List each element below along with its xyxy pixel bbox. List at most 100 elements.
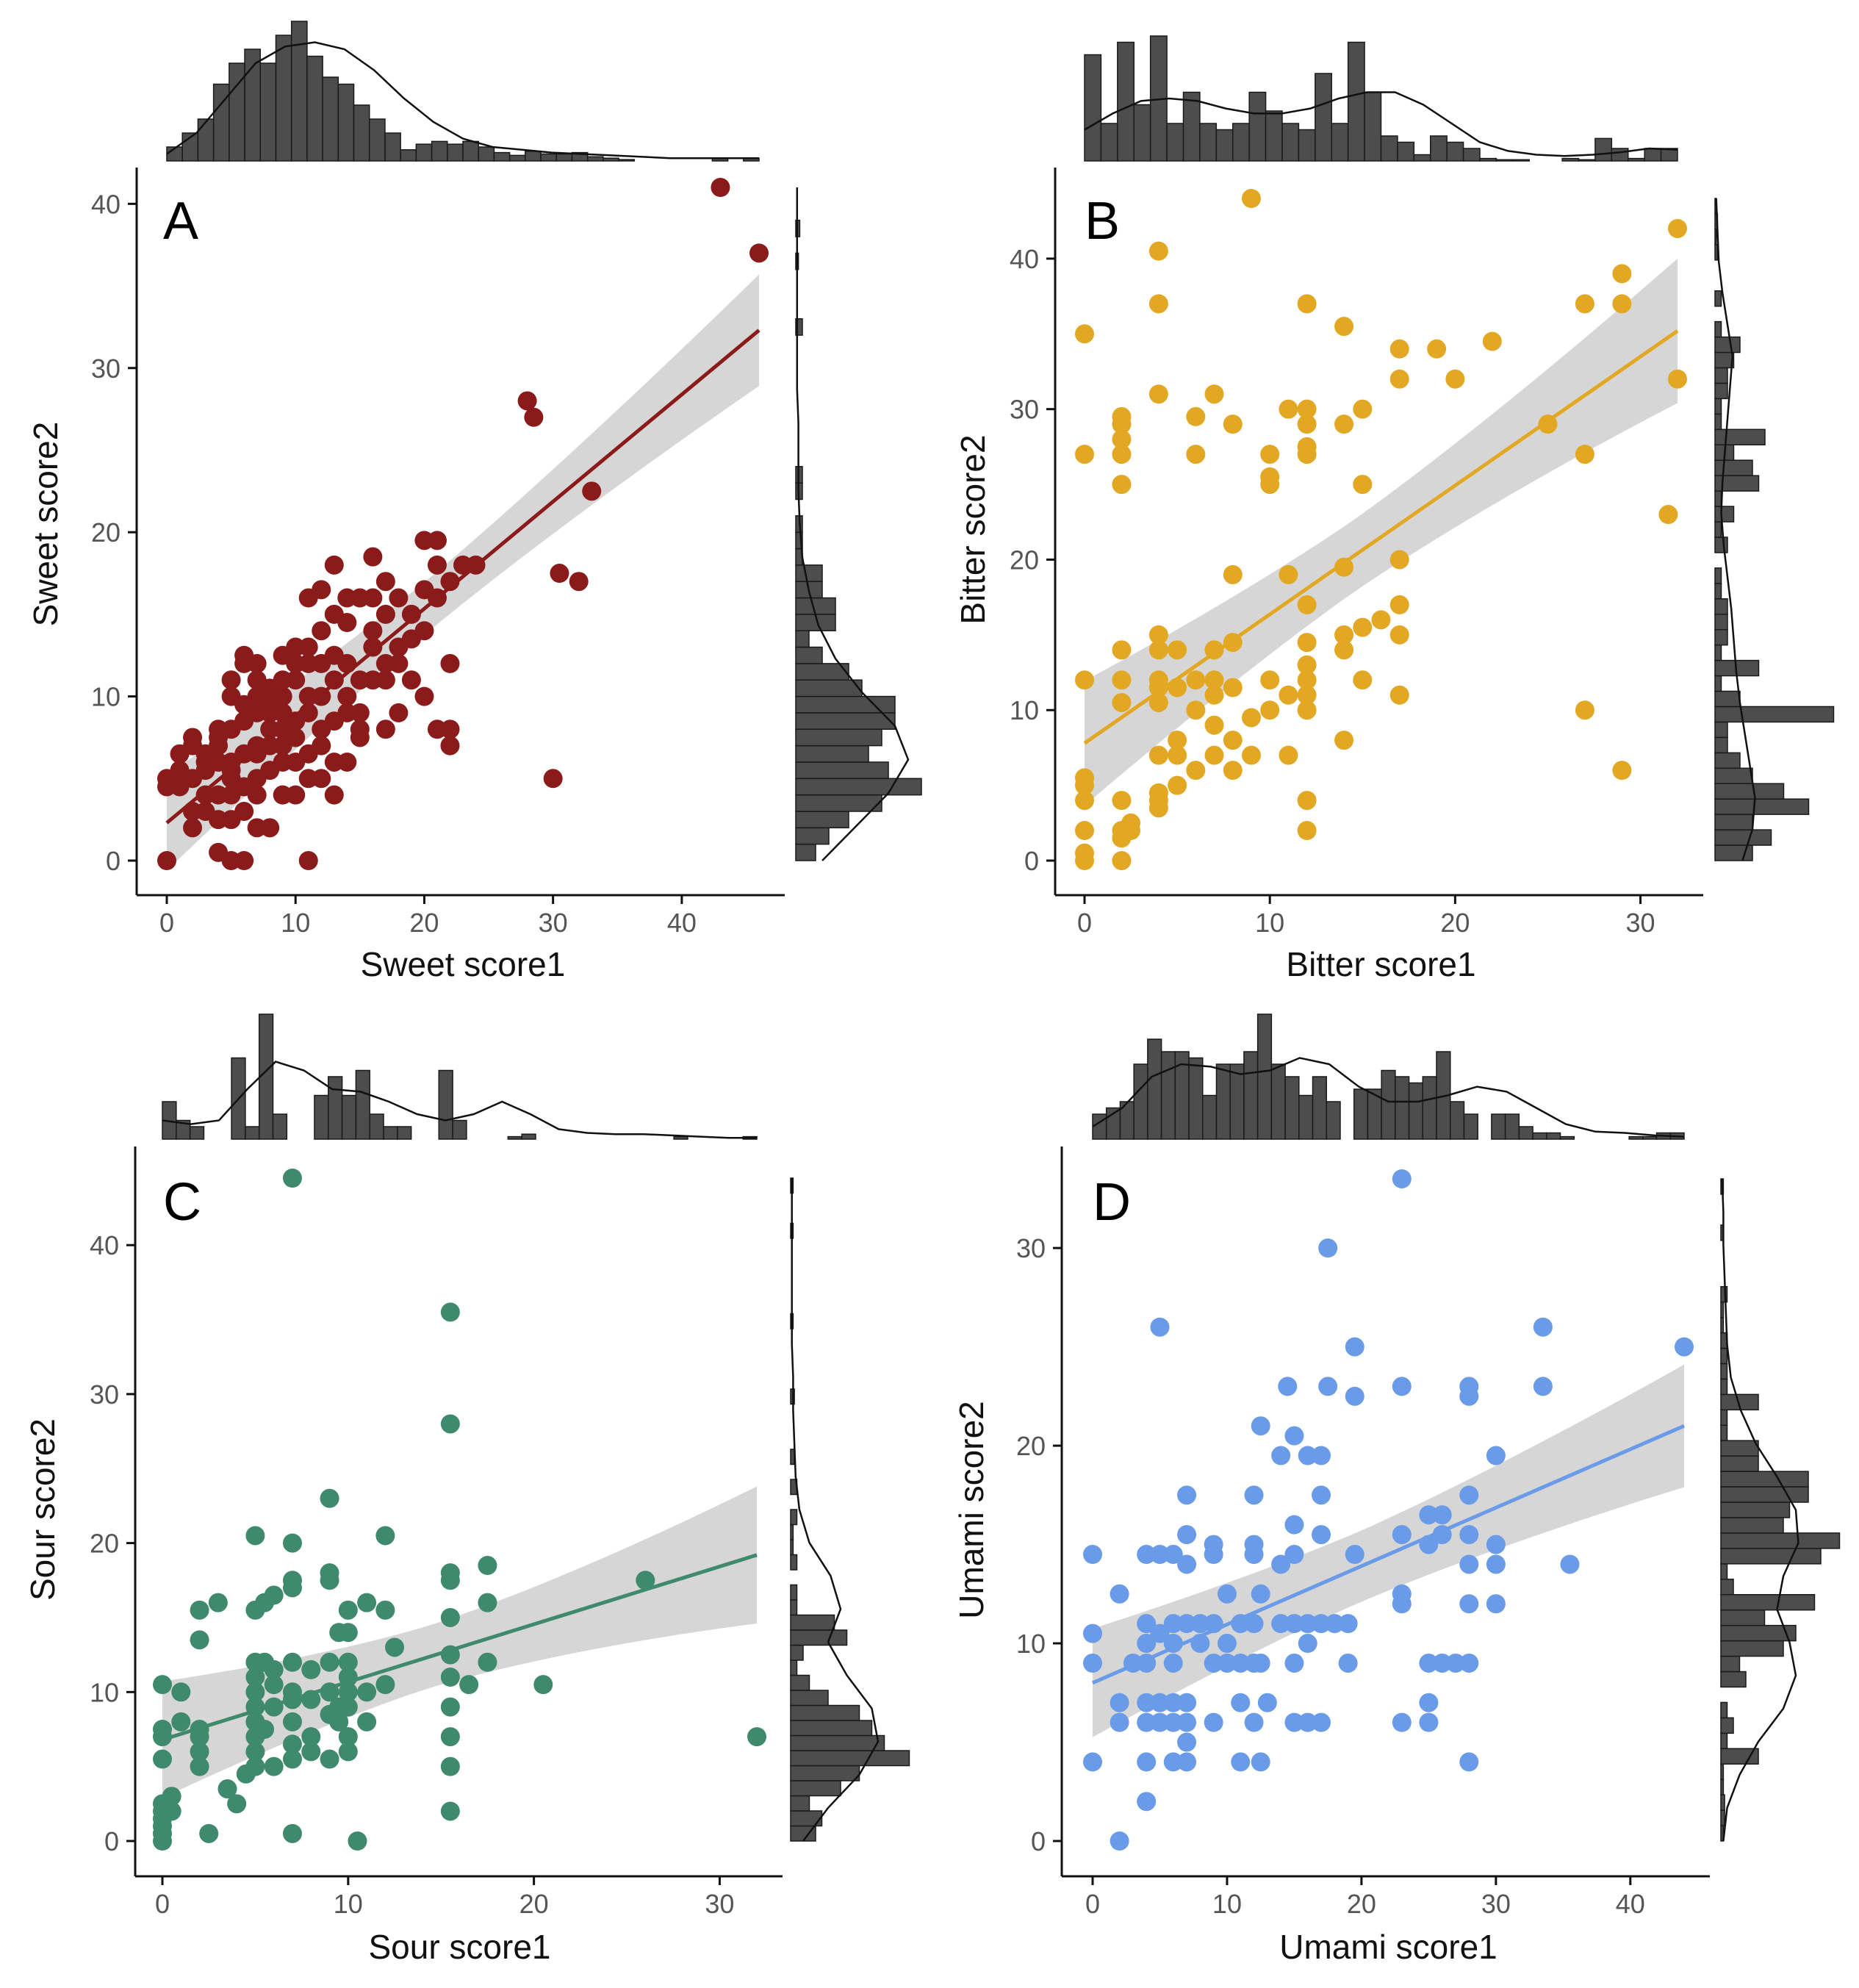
panel-d-top-hist-bar (1395, 1076, 1410, 1140)
panel-a-point (234, 851, 254, 870)
panel-d-top-hist-bar (1546, 1132, 1561, 1140)
panel-b-point (1112, 692, 1132, 712)
panel-b-point (1297, 595, 1317, 614)
panel-b-top-hist-bar (1495, 159, 1514, 162)
panel-d-point (1486, 1446, 1506, 1465)
panel-d-point (1177, 1554, 1197, 1574)
panel-d-right-hist-bar (1720, 1409, 1728, 1427)
panel-b-top-hist-bar (1084, 54, 1102, 162)
panel-c-right-hist-bar (790, 1750, 910, 1767)
panel-d-point (1392, 1525, 1412, 1545)
panel-a-x-tick-label: 20 (409, 908, 439, 938)
panel-a-point (286, 728, 306, 747)
panel-d-point (1675, 1337, 1694, 1357)
panel-a-y-tick-label: 30 (91, 354, 121, 384)
panel-a-right-hist-bar (795, 597, 836, 615)
panel-a-top-hist-bar (603, 157, 619, 162)
panel-d-right-hist-bar (1720, 1809, 1725, 1826)
panel-b-top-hist-bar (1512, 159, 1530, 162)
panel-c-y-tick-label: 0 (104, 1826, 119, 1856)
panel-a-right-hist-bar (795, 646, 823, 664)
panel-c-right-hist-bar (790, 1539, 794, 1556)
panel-b-point (1075, 821, 1094, 841)
panel-c-point (459, 1675, 479, 1695)
panel-c-point (357, 1712, 377, 1732)
panel-b-top-hist-bar (1644, 148, 1662, 162)
panel-a-point (524, 407, 544, 427)
panel-a-point (569, 572, 589, 592)
panel-c-point (245, 1682, 265, 1702)
panel-a-top-hist-bar (306, 55, 323, 162)
panel-b-point (1075, 768, 1094, 788)
panel-b-point (1223, 564, 1243, 584)
panel-b-point (1186, 700, 1206, 720)
panel-d-x-tick-label: 30 (1481, 1889, 1511, 1919)
panel-c-point (282, 1652, 302, 1672)
panel-d-point (1137, 1634, 1157, 1654)
panel-a-top-hist-bar (290, 21, 308, 162)
panel-d-top-hist-bar (1202, 1094, 1218, 1140)
panel-b-right-hist-bar (1714, 459, 1753, 476)
panel-b-top-hist-bar (1430, 135, 1448, 162)
panel-b-point (1334, 640, 1354, 660)
panel-b-right-hist-bar (1714, 521, 1722, 538)
panel-c-x-tick-label: 20 (519, 1889, 549, 1919)
panel-a-point (389, 653, 409, 673)
panel-c-top-hist-bar (452, 1119, 467, 1140)
panel-c-right-hist-bar (790, 1734, 885, 1751)
panel-c-point (348, 1831, 367, 1851)
panel-c-right-hist-bar (790, 1795, 810, 1812)
panel-b-label: B (1085, 192, 1120, 251)
panel-d-point (1459, 1525, 1479, 1545)
panel-a-top-hist-bar (259, 62, 277, 162)
panel-d-point (1177, 1525, 1197, 1545)
panel-d-y-tick-label: 0 (1031, 1826, 1046, 1856)
panel-a-right-hist-bar (795, 728, 882, 747)
panel-d-point (1217, 1634, 1237, 1654)
panel-d-point (1110, 1693, 1129, 1712)
panel-c-point (375, 1675, 395, 1695)
panel-d-label: D (1093, 1173, 1131, 1232)
panel-d-point (1083, 1623, 1102, 1643)
panel-b-top-hist-bar (1166, 123, 1184, 162)
panel-b-x-tick-label: 30 (1626, 908, 1655, 938)
panel-b-point (1353, 399, 1373, 419)
panel-d-right-hist-bar (1720, 1563, 1728, 1580)
panel-c-point (385, 1637, 405, 1657)
panel-b-point (1223, 731, 1243, 750)
panel-a-point (375, 604, 395, 624)
panel-d-right-hist-bar (1720, 1640, 1784, 1657)
panel-a-point (350, 720, 370, 739)
panel-b-point (1075, 324, 1094, 344)
panel-c-y-tick-label: 40 (90, 1230, 119, 1260)
panel-a-y-tick-label: 40 (91, 189, 121, 219)
panel-d-right-hist-bar (1720, 1701, 1728, 1719)
panel-d-point (1150, 1545, 1170, 1565)
panel-a-regression-line (165, 329, 760, 825)
panel-b-y-tick-label: 40 (1010, 244, 1039, 274)
panel-a-x-axis-title: Sweet score1 (361, 945, 566, 983)
panel-d-point (1177, 1614, 1197, 1634)
panel-d-x-tick-label: 20 (1347, 1889, 1376, 1919)
panel-c-point (338, 1697, 358, 1717)
panel-a-point (440, 720, 460, 739)
panel-c-top-density (162, 1061, 757, 1139)
panel-a-point (414, 621, 434, 641)
panel-c: 0 10 20 30 0 10 20 30 40 Sour score1 Sour score2 C (24, 1013, 910, 1966)
panel-d-point (1204, 1653, 1223, 1673)
panel-d-top-hist-bar (1504, 1113, 1520, 1140)
panel-c-point (282, 1533, 302, 1553)
panel-b-point (1575, 445, 1594, 464)
panel-c-point (440, 1756, 460, 1776)
panel-b-right-hist-bar (1714, 583, 1722, 600)
panel-d-point (1271, 1554, 1291, 1574)
panel-d-point (1312, 1712, 1331, 1732)
panel-c-top-hist-bar (507, 1135, 522, 1140)
panel-d-point (1298, 1712, 1317, 1732)
panel-b-right-hist-bar (1714, 320, 1722, 338)
panel-d-point (1432, 1653, 1452, 1673)
panel-c-point (264, 1756, 284, 1776)
panel-a-point (286, 670, 306, 690)
panel-b-point (1334, 557, 1354, 577)
panel-d-right-hist-bar (1720, 1424, 1728, 1441)
